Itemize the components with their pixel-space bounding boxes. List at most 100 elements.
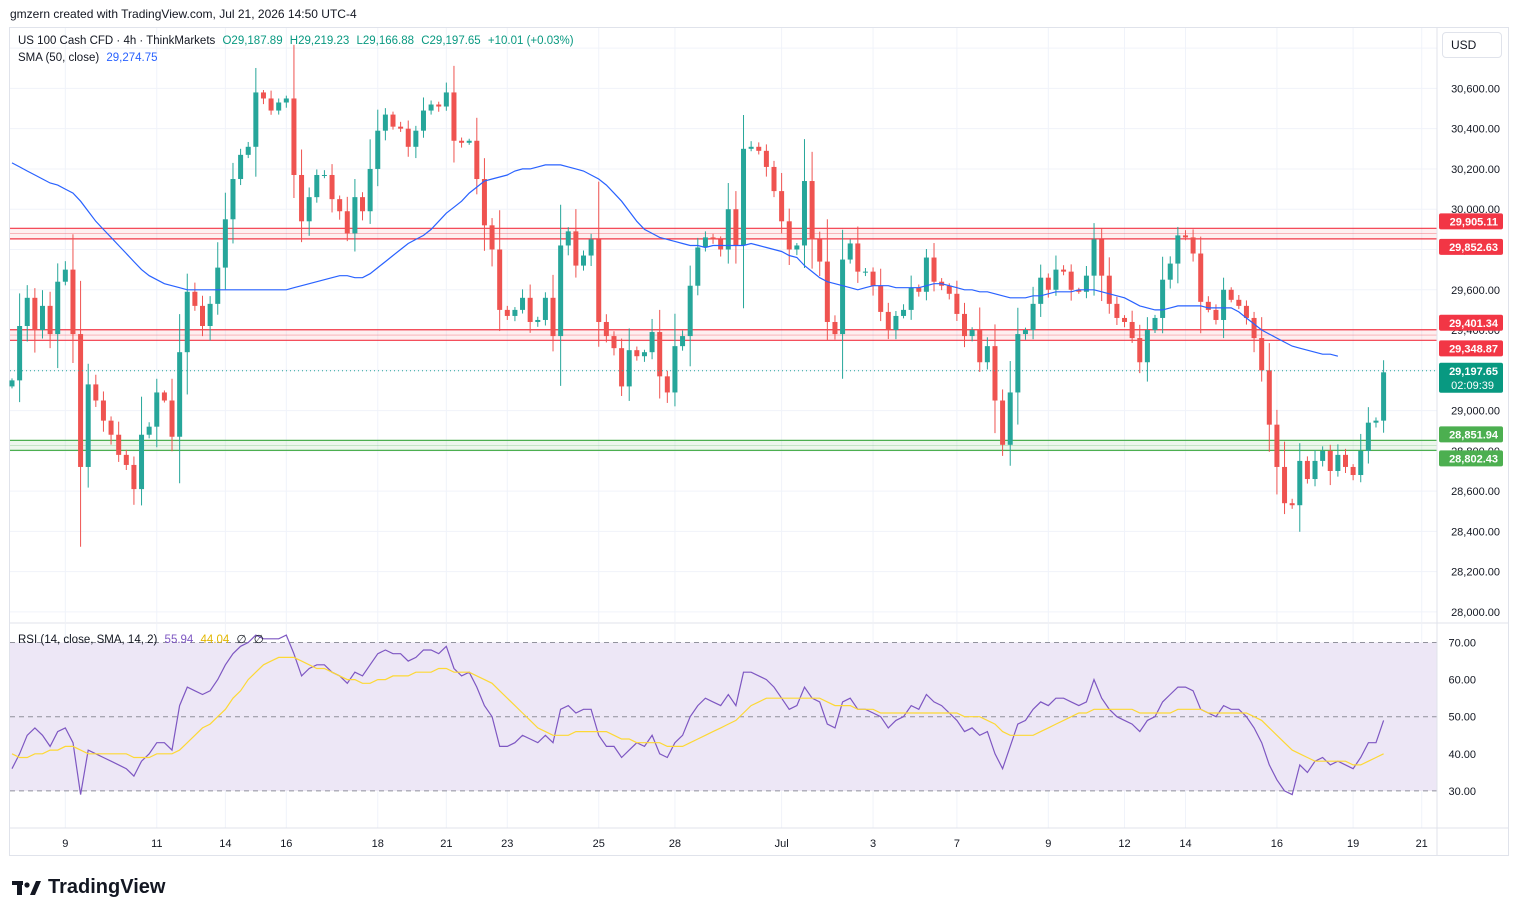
candle-body [649,332,655,353]
rsi-label[interactable]: RSI (14, close, SMA, 14, 2) [18,634,158,646]
candle-body [306,197,312,222]
candle-body [855,243,861,272]
candle-body [1228,289,1234,300]
candle-body [443,92,449,107]
candle-body [634,350,640,357]
candle-body [1007,392,1013,445]
candle-body [146,426,152,435]
candle-body [794,245,800,250]
high-value: H29,219.23 [289,35,350,47]
candle-body [85,384,91,467]
currency-label: USD [1451,38,1477,52]
candle-body [573,231,579,266]
candle-body [741,148,747,246]
time-tick-label: 23 [501,838,513,850]
candle-body [596,239,602,322]
time-tick-label: 18 [372,838,384,850]
candle-body [9,380,15,387]
candle-body [230,179,236,220]
sma-label[interactable]: SMA (50, close) [18,52,100,64]
candle-body [1099,239,1105,276]
candle-body [314,174,320,198]
open-value: O29,187.89 [222,35,283,47]
symbol-label[interactable]: US 100 Cash CFD · 4h · ThinkMarkets [18,35,216,47]
candle-body [687,285,693,337]
candle-body [611,336,617,349]
candle-body [862,271,868,273]
candle-body [177,352,183,437]
candle-body [954,293,960,314]
candle-body [558,245,564,337]
time-tick-label: 21 [440,838,452,850]
time-tick-label: 9 [1045,838,1051,850]
rsi-tick-label: 60.00 [1448,675,1476,687]
candle-body [801,181,807,246]
candle-body [1213,309,1219,320]
candle-body [451,92,457,141]
candle-body [1175,235,1181,264]
rsi-extra-2: ∅ [253,634,264,646]
candle-body [1312,460,1318,480]
candle-body [1251,317,1257,339]
candle-body [413,130,419,147]
candle-body [771,166,777,192]
candle-body [276,102,282,111]
candle-body [1053,269,1059,290]
resistance-price-tag: 29,852.63 [1449,242,1498,254]
candle-body [1304,460,1310,480]
sma-value: 29,274.75 [106,52,158,64]
price-tick-label: 28,000.00 [1451,607,1500,619]
candle-body [908,287,914,310]
candle-body [474,140,480,180]
resistance-price-tag-bg [1439,340,1503,357]
candle-body [756,146,762,151]
tradingview-logo-icon [12,880,41,895]
candle-body [1182,235,1188,238]
candle-body [139,434,145,490]
price-tick-label: 29,600.00 [1451,285,1500,297]
sma-line [11,162,1339,357]
candlestick-series [9,44,1387,547]
candle-body [268,98,274,111]
rsi-tick-label: 30.00 [1448,786,1476,798]
price-tick-label: 28,400.00 [1451,526,1500,538]
candle-body [222,219,228,268]
time-tick-label: 14 [1179,838,1191,850]
candle-body [748,146,754,149]
candle-body [1038,277,1044,304]
candle-body [1114,303,1120,318]
time-tick-label: 19 [1347,838,1359,850]
candle-body [984,346,990,363]
candle-body [1289,503,1295,506]
candle-body [283,98,289,103]
candle-body [1152,317,1158,331]
rsi-line [11,634,1385,796]
candle-body [62,269,68,282]
currency-button[interactable]: USD [1442,32,1502,58]
candle-body [901,309,907,316]
price-legend: US 100 Cash CFD · 4h · ThinkMarkets O29,… [18,35,578,47]
candle-body [481,179,487,226]
close-value: C29,197.65 [421,35,481,47]
candle-body [344,211,350,234]
candle-body [718,239,724,250]
candle-body [870,271,876,286]
candle-body [1076,289,1082,292]
candle-body [1167,263,1173,280]
rsi-sma-value: 44.04 [200,634,230,646]
candle-body [398,126,404,129]
candle-body [405,128,411,147]
candle-body [78,334,84,467]
candle-body [207,303,213,327]
candle-body [977,330,983,363]
brand-name: TradingView [48,876,166,898]
candle-body [695,247,701,286]
candle-body [824,261,830,322]
price-tick-label: 29,000.00 [1451,406,1500,418]
price-zones [10,227,1437,451]
candle-body [588,239,594,256]
candle-body [1221,289,1227,320]
candle-body [24,297,30,327]
candle-body [1190,237,1196,254]
